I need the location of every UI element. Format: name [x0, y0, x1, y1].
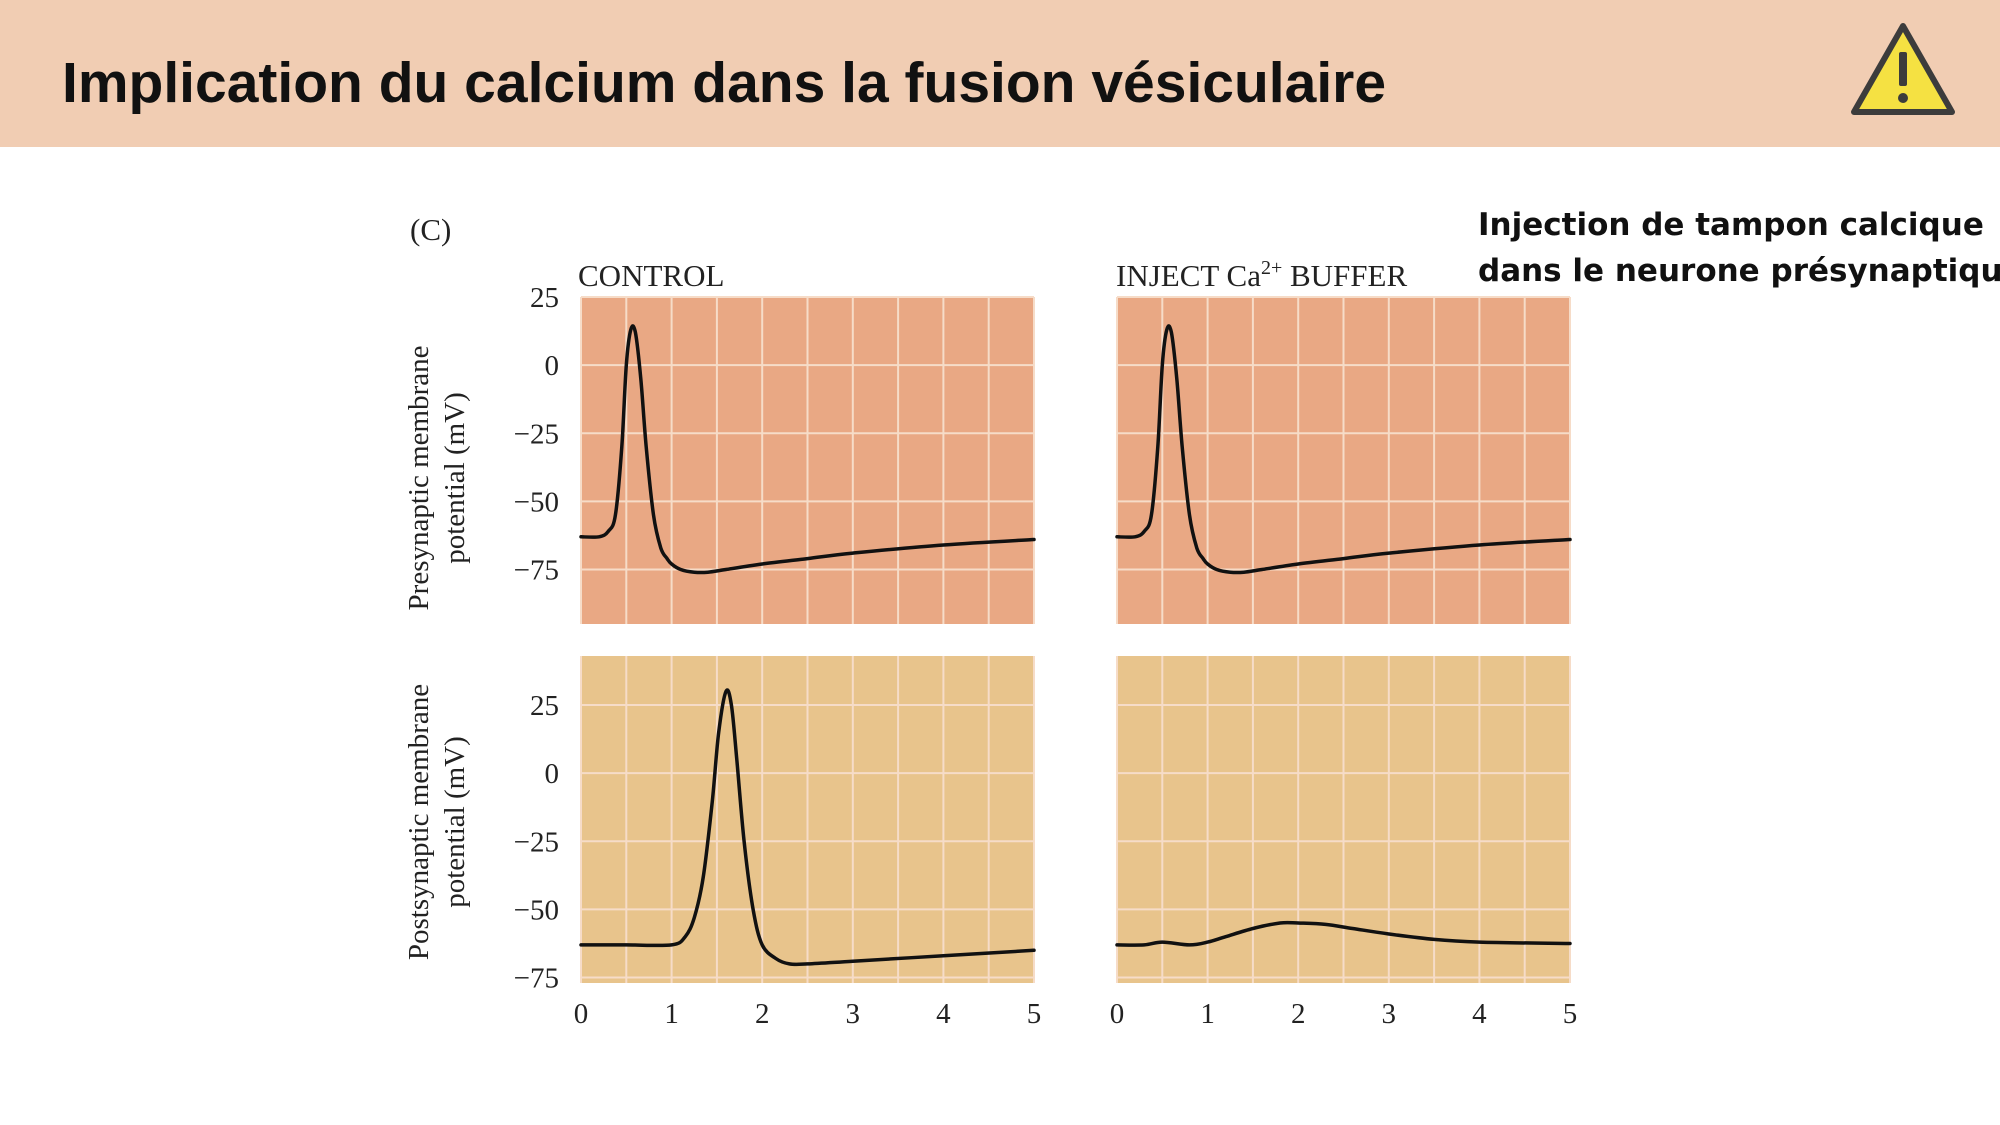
plot-panel-r1-c1: 0 1 2 3 4 5: [1110, 656, 1578, 1030]
y-tick-label: 25: [530, 282, 559, 314]
membrane-potential-trace: [1115, 920, 1572, 947]
y-tick-label: −50: [514, 894, 559, 926]
x-tick-label: 3: [846, 998, 861, 1030]
ylabel-presynaptic-line-1: Presynaptic membrane: [403, 346, 435, 611]
x-tick-label: 4: [1472, 998, 1487, 1030]
x-tick-label: 0: [574, 998, 589, 1030]
x-tick-label: 1: [1200, 998, 1215, 1030]
annotation: Injection de tampon calcique dans le neu…: [1478, 202, 2000, 294]
ylabel-presynaptic: Presynaptic membrane potential (mV): [403, 346, 471, 611]
x-tick-label: 2: [755, 998, 770, 1030]
x-tick-label: 1: [664, 998, 679, 1030]
x-tick-label: 3: [1382, 998, 1397, 1030]
annotation-line-2: dans le neurone présynaptique: [1478, 253, 2000, 289]
y-tick-label: 25: [530, 690, 559, 722]
membrane-potential-trace: [1115, 324, 1572, 575]
x-tick-label: 5: [1027, 998, 1042, 1030]
annotation-line-1: Injection de tampon calcique: [1478, 207, 1984, 243]
slide-title: Implication du calcium dans la fusion vé…: [62, 51, 1387, 115]
x-tick-label: 4: [936, 998, 951, 1030]
x-tick-label: 0: [1110, 998, 1125, 1030]
ylabel-postsynaptic-line-2: potential (mV): [439, 736, 471, 908]
ylabel-postsynaptic-line-1: Postsynaptic membrane: [403, 684, 435, 960]
y-tick-label: −25: [514, 826, 559, 858]
ylabel-presynaptic-line-2: potential (mV): [439, 392, 471, 564]
x-tick-label: 2: [1291, 998, 1306, 1030]
y-tick-label: −75: [514, 555, 559, 587]
panel-label: (C): [410, 212, 451, 247]
y-tick-label: 0: [545, 758, 560, 790]
column-title-control: CONTROL: [578, 258, 724, 293]
plot-panel-r1-c0: 25 0 −25 −50 −75 0 1 2 3 4 5: [514, 656, 1042, 1030]
y-tick-label: −25: [514, 418, 559, 450]
column-title-buffer: INJECT Ca2+ BUFFER: [1116, 257, 1407, 293]
y-tick-label: −75: [514, 963, 559, 995]
membrane-potential-trace: [579, 688, 1036, 967]
warning-triangle-icon: [1851, 23, 1955, 115]
slide-header: [0, 0, 2000, 147]
x-tick-label: 5: [1563, 998, 1578, 1030]
plot-panel-r0-c0: 25 0 −25 −50 −75: [514, 282, 1036, 624]
plot-panel-r0-c1: [1115, 296, 1572, 624]
membrane-potential-trace: [579, 324, 1036, 575]
y-tick-label: −50: [514, 486, 559, 518]
ylabel-postsynaptic: Postsynaptic membrane potential (mV): [403, 684, 471, 960]
y-tick-label: 0: [545, 350, 560, 382]
